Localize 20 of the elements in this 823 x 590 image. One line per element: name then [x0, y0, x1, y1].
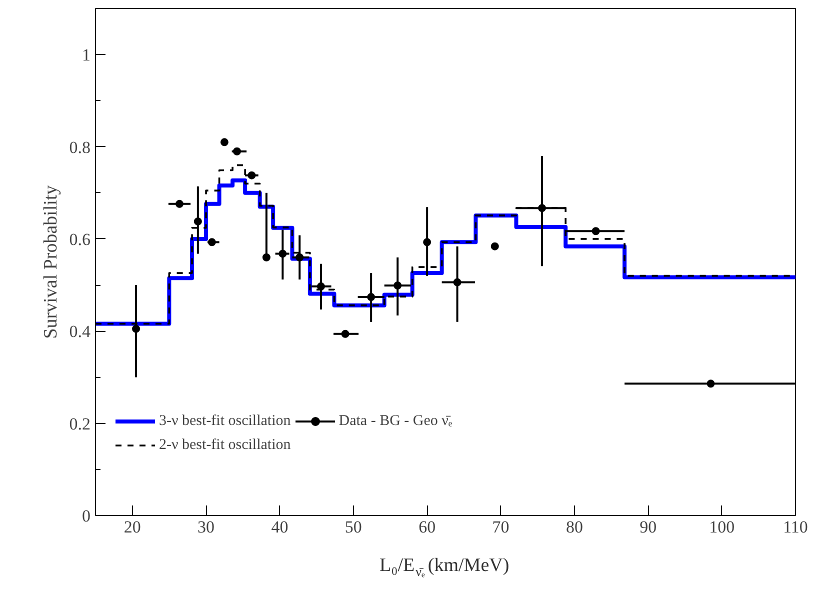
x-tick-label: 70 [492, 518, 510, 536]
y-tick-label: 0.8 [69, 138, 90, 157]
y-tick-label: 0.6 [69, 230, 90, 249]
x-tick-label: 30 [198, 518, 215, 536]
y-tick-label: 1 [82, 46, 90, 65]
x-tick-label: 100 [709, 518, 735, 536]
legend-label: Data - BG - Geo ν̄ₑ [338, 412, 452, 430]
legend-label: 2-ν best-fit oscillation [159, 436, 291, 454]
x-tick-label: 90 [640, 518, 657, 536]
x-tick-label: 60 [418, 518, 436, 536]
x-tick-label: 80 [566, 518, 583, 536]
legend-label: 3-ν best-fit oscillation [159, 412, 291, 430]
x-tick-label: 50 [344, 518, 362, 536]
x-tick-label: 20 [124, 518, 141, 536]
x-tick-label: 110 [783, 518, 808, 536]
y-tick-label: 0.4 [69, 322, 91, 342]
y-tick-label: 0.2 [69, 414, 90, 434]
y-axis-title: Survival Probability [40, 184, 62, 339]
y-tick-label: 0 [82, 506, 90, 526]
x-tick-label: 40 [271, 518, 288, 536]
